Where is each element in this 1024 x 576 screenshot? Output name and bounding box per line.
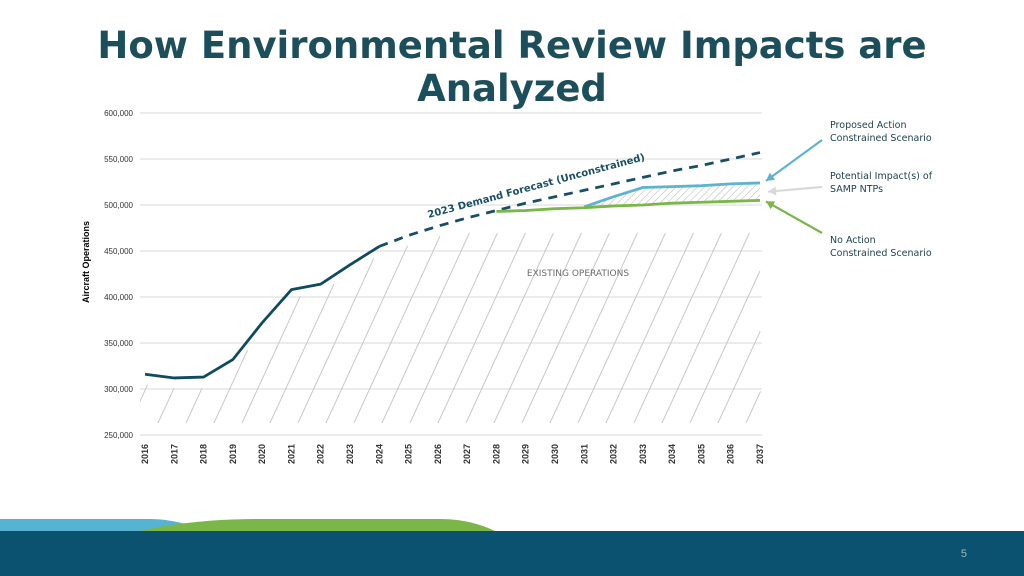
y-tick-label: 600,000	[104, 109, 133, 118]
x-tick-labels: 2016 2017 2018 2019 2020 2021 2022 2023 2024 2025…	[140, 444, 765, 464]
x-tick-label: 2031	[579, 444, 589, 464]
y-tick-label: 350,000	[104, 339, 133, 348]
x-tick-label: 2034	[667, 444, 677, 464]
callout-arrows	[765, 139, 823, 234]
historical-series-line	[144, 245, 381, 380]
x-tick-label: 2028	[491, 444, 501, 464]
x-tick-label: 2029	[521, 444, 531, 464]
hatch-line	[549, 232, 638, 424]
proposed-callout-line2: Constrained Scenario	[830, 133, 932, 144]
forecast-series-line	[378, 151, 761, 248]
existing-operations-label: EXISTING OPERATIONS	[527, 269, 629, 279]
hatch-line	[325, 245, 409, 424]
x-tick-label: 2019	[228, 444, 238, 464]
hatch-line	[213, 349, 248, 424]
hatch-line	[577, 232, 666, 424]
x-tick-label: 2020	[257, 444, 267, 464]
y-tick-label: 450,000	[104, 247, 133, 256]
no_action-series-line	[496, 199, 761, 213]
footer-dark-band	[0, 531, 1024, 576]
hatch-line	[521, 232, 610, 424]
page-number: 5	[960, 548, 967, 560]
y-tick-labels: 250,000 300,000 350,000 400,000 450,000 500,0…	[104, 109, 133, 440]
hatch-line	[605, 232, 694, 424]
x-tick-label: 2030	[550, 444, 560, 464]
proposed-callout-line1: Proposed Action	[830, 120, 907, 131]
impact-callout-arrow-head	[768, 186, 777, 196]
impact-callout: Potential Impact(s) of SAMP NTPs	[830, 171, 935, 195]
hatch-line	[297, 258, 375, 424]
y-axis-label: Aircraft Operations	[81, 221, 91, 303]
hatch-line	[633, 232, 722, 424]
no-action-callout-arrow-head	[766, 201, 776, 210]
x-tick-label: 2026	[433, 444, 443, 464]
footer-band	[0, 519, 1024, 576]
gridlines	[140, 112, 762, 436]
x-tick-label: 2036	[726, 444, 736, 464]
x-tick-label: 2016	[140, 444, 150, 464]
proposed-action-callout: Proposed Action Constrained Scenario	[830, 120, 932, 144]
y-tick-label: 500,000	[104, 201, 133, 210]
x-tick-label: 2033	[638, 444, 648, 464]
hatch-line	[661, 232, 750, 424]
no-action-callout-arrow	[765, 200, 823, 234]
x-tick-label: 2037	[755, 444, 765, 464]
hatch-line	[140, 384, 148, 403]
impact-callout-line2: SAMP NTPs	[830, 184, 883, 195]
hatch-line	[717, 330, 761, 424]
no-action-callout: No Action Constrained Scenario	[830, 235, 932, 259]
hatch-line	[437, 232, 526, 424]
y-tick-label: 400,000	[104, 293, 133, 302]
hatch-line	[465, 232, 554, 424]
y-tick-label: 250,000	[104, 431, 133, 440]
x-tick-label: 2024	[374, 444, 384, 464]
hatch-line	[157, 387, 175, 424]
proposed-callout-arrow	[765, 139, 823, 182]
proposed-series-line	[583, 181, 761, 209]
hatch-line	[745, 391, 762, 424]
x-tick-label: 2032	[609, 444, 619, 464]
proposed-callout-arrow-head	[766, 172, 776, 181]
x-tick-label: 2018	[199, 444, 209, 464]
hatch-line	[185, 387, 203, 424]
no-action-callout-line2: Constrained Scenario	[830, 248, 932, 259]
hatch-line	[689, 270, 761, 424]
hatch-line	[353, 235, 441, 424]
x-tick-label: 2027	[462, 444, 472, 464]
x-tick-label: 2023	[345, 444, 355, 464]
y-tick-label: 550,000	[104, 155, 133, 164]
x-tick-label: 2025	[404, 444, 414, 464]
hatch-line	[241, 296, 301, 424]
series-lines	[144, 151, 761, 380]
x-tick-label: 2022	[316, 444, 326, 464]
hatch-line	[493, 232, 582, 424]
x-tick-label: 2021	[286, 444, 296, 464]
hatch-line	[381, 232, 470, 424]
impact-callout-arrow	[767, 185, 823, 193]
existing-operations-hatch	[140, 232, 762, 424]
impact-callout-line1: Potential Impact(s) of	[830, 171, 933, 182]
x-tick-label: 2035	[696, 444, 706, 464]
y-tick-label: 300,000	[104, 385, 133, 394]
slide-title: How Environmental Review Impacts are Ana…	[97, 24, 927, 110]
x-tick-label: 2017	[169, 444, 179, 464]
hatch-line	[269, 283, 335, 424]
hatch-line	[409, 232, 498, 424]
footer-green-band	[140, 519, 495, 531]
no-action-callout-line1: No Action	[830, 235, 876, 246]
